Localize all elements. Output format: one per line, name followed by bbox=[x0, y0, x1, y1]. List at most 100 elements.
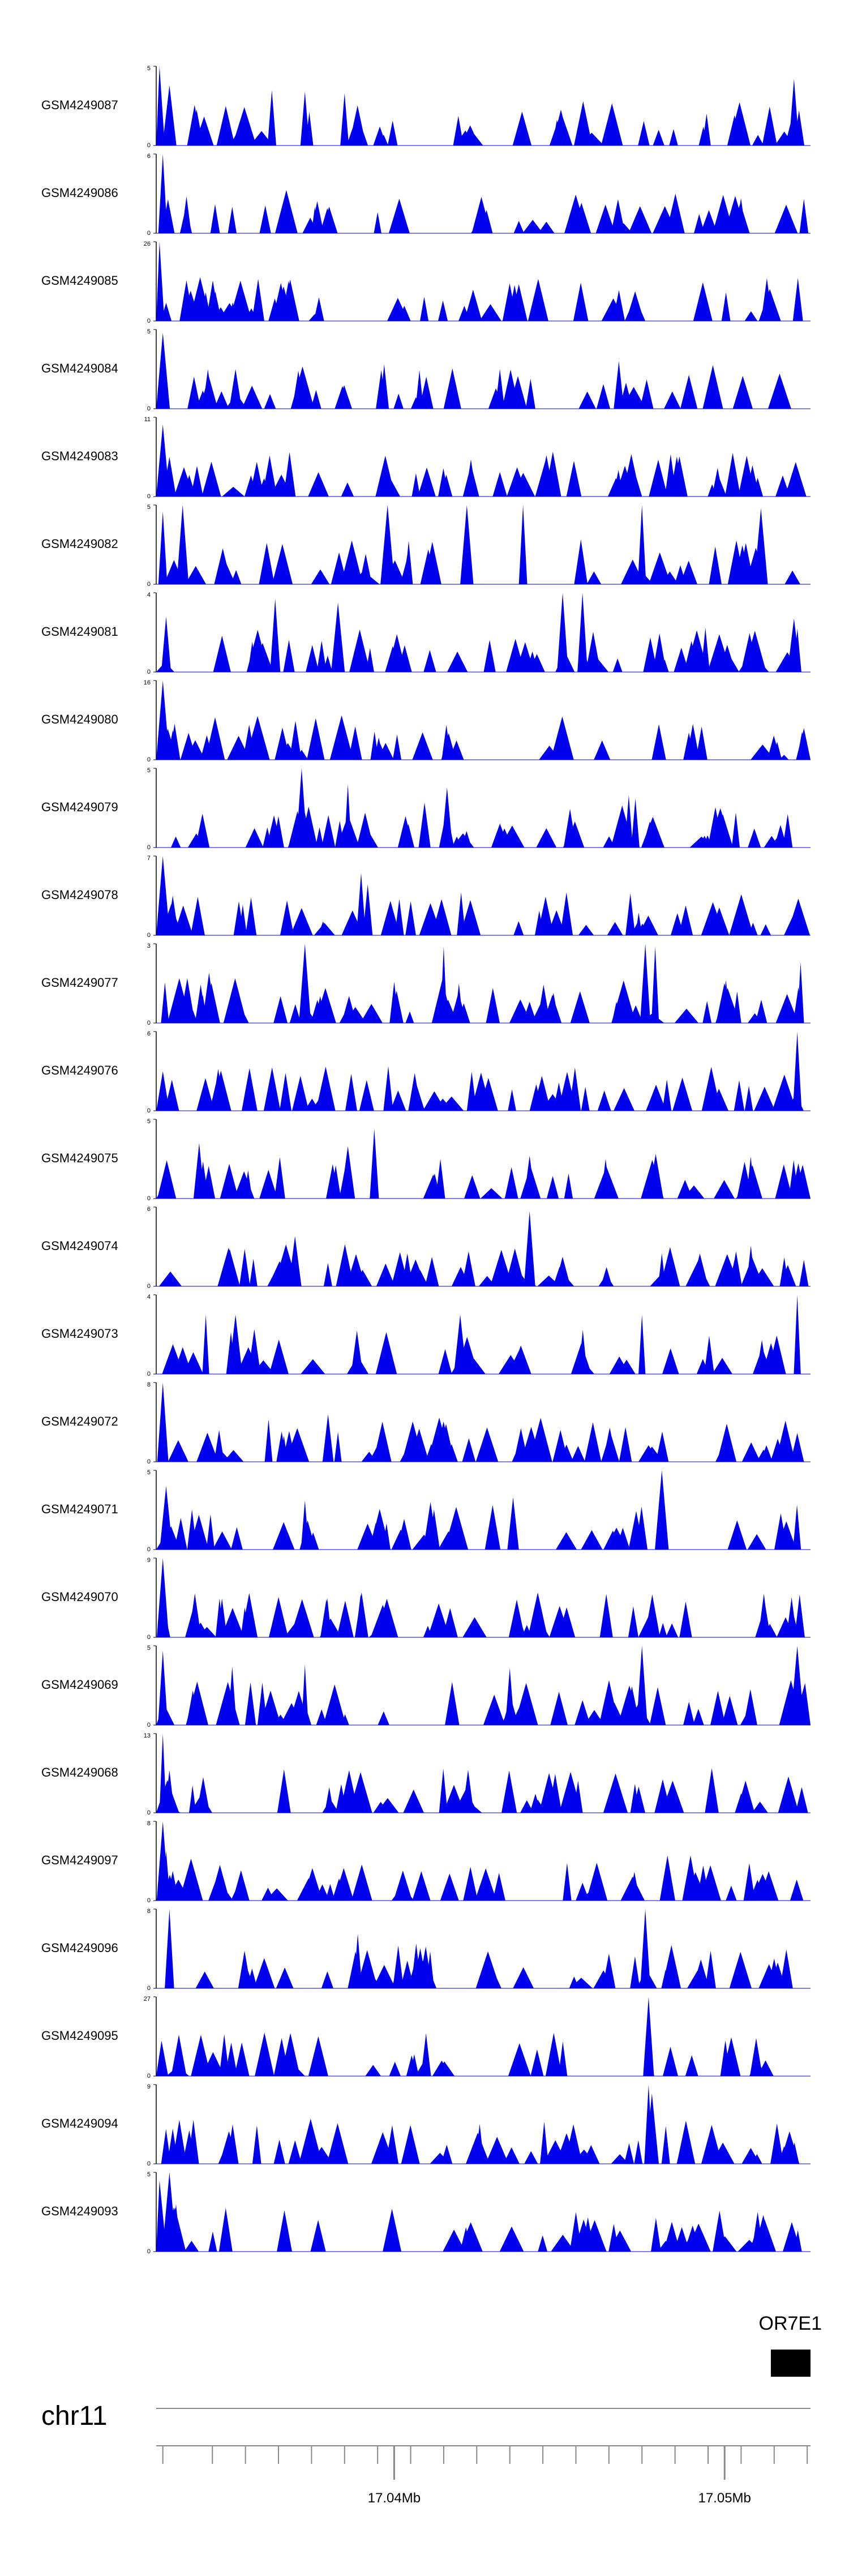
coverage-area bbox=[156, 593, 811, 672]
coverage-area bbox=[156, 1383, 811, 1462]
y-tick-label-min: 0 bbox=[147, 844, 151, 851]
coverage-area bbox=[156, 1128, 811, 1199]
y-tick-label-min: 0 bbox=[147, 1107, 151, 1114]
axis-tick-label: 17.04Mb bbox=[368, 2491, 421, 2506]
y-tick-label-min: 0 bbox=[147, 318, 151, 324]
y-tick-label-max: 4 bbox=[147, 1294, 151, 1300]
y-tick-label-min: 0 bbox=[147, 1722, 151, 1728]
y-tick-label-max: 6 bbox=[147, 1030, 151, 1037]
y-tick-label-max: 11 bbox=[144, 416, 151, 423]
track-label: GSM4249084 bbox=[41, 361, 118, 375]
track-label: GSM4249083 bbox=[41, 449, 118, 463]
track-label: GSM4249097 bbox=[41, 1853, 118, 1867]
track-label: GSM4249068 bbox=[41, 1765, 118, 1779]
y-tick-label-min: 0 bbox=[147, 1458, 151, 1465]
y-tick-label-min: 0 bbox=[147, 2073, 151, 2079]
coverage-area bbox=[156, 154, 811, 233]
track-label: GSM4249077 bbox=[41, 975, 118, 990]
coverage-area bbox=[156, 242, 811, 321]
track-label: GSM4249072 bbox=[41, 1414, 118, 1428]
coverage-area bbox=[156, 66, 811, 146]
gene-label: OR7E1 bbox=[759, 2313, 822, 2334]
track-label: GSM4249070 bbox=[41, 1590, 118, 1604]
track-label: GSM4249093 bbox=[41, 2204, 118, 2218]
y-tick-label-min: 0 bbox=[147, 493, 151, 500]
y-tick-label-max: 9 bbox=[147, 1557, 151, 1564]
coverage-area bbox=[156, 505, 811, 584]
y-tick-label-min: 0 bbox=[147, 581, 151, 588]
y-tick-label-min: 0 bbox=[147, 1371, 151, 1377]
y-tick-label-max: 5 bbox=[147, 767, 151, 774]
gene-block bbox=[770, 2350, 811, 2377]
coverage-area bbox=[156, 1821, 811, 1901]
coverage-area bbox=[156, 1295, 811, 1374]
y-tick-label-min: 0 bbox=[147, 669, 151, 675]
y-tick-label-min: 0 bbox=[147, 2160, 151, 2167]
y-tick-label-max: 6 bbox=[147, 153, 151, 160]
track-label: GSM4249069 bbox=[41, 1678, 118, 1692]
y-tick-label-max: 5 bbox=[147, 504, 151, 511]
coverage-area bbox=[156, 1558, 811, 1637]
y-tick-label-min: 0 bbox=[147, 1985, 151, 1992]
track-label: GSM4249081 bbox=[41, 624, 118, 639]
y-tick-label-max: 26 bbox=[144, 241, 151, 247]
y-tick-label-max: 13 bbox=[144, 1732, 151, 1739]
track-label: GSM4249078 bbox=[41, 888, 118, 902]
coverage-area bbox=[156, 768, 811, 848]
axis-tick-label: 17.05Mb bbox=[698, 2491, 751, 2506]
coverage-area bbox=[156, 1997, 811, 2076]
coverage-area bbox=[156, 856, 811, 935]
coverage-area bbox=[156, 2085, 811, 2164]
track-label: GSM4249076 bbox=[41, 1063, 118, 1077]
coverage-area bbox=[156, 1646, 811, 1725]
coverage-area bbox=[156, 944, 811, 1023]
y-tick-label-min: 0 bbox=[147, 1195, 151, 1202]
coverage-area bbox=[156, 2172, 811, 2252]
track-label: GSM4249096 bbox=[41, 1941, 118, 1955]
y-tick-label-max: 5 bbox=[147, 65, 151, 72]
y-tick-label-max: 8 bbox=[147, 1820, 151, 1827]
y-tick-label-max: 7 bbox=[147, 855, 151, 862]
y-tick-label-min: 0 bbox=[147, 405, 151, 412]
coverage-area bbox=[156, 1211, 811, 1286]
y-tick-label-max: 5 bbox=[147, 1645, 151, 1651]
coverage-area bbox=[156, 424, 811, 497]
track-label: GSM4249074 bbox=[41, 1239, 118, 1253]
coverage-area bbox=[156, 332, 811, 409]
track-label: GSM4249094 bbox=[41, 2116, 118, 2130]
track-label: GSM4249086 bbox=[41, 186, 118, 200]
track-label: GSM4249082 bbox=[41, 537, 118, 551]
y-tick-label-min: 0 bbox=[147, 2248, 151, 2255]
y-tick-label-min: 0 bbox=[147, 1897, 151, 1904]
y-tick-label-max: 6 bbox=[147, 1206, 151, 1213]
track-label: GSM4249079 bbox=[41, 800, 118, 814]
y-tick-label-min: 0 bbox=[147, 1020, 151, 1026]
track-label: GSM4249075 bbox=[41, 1151, 118, 1165]
y-tick-label-max: 5 bbox=[147, 1469, 151, 1476]
y-tick-label-max: 8 bbox=[147, 1381, 151, 1388]
y-tick-label-min: 0 bbox=[147, 756, 151, 763]
y-tick-label-max: 16 bbox=[144, 679, 151, 686]
y-tick-label-min: 0 bbox=[147, 230, 151, 237]
chromosome-label: chr11 bbox=[41, 2401, 108, 2431]
y-tick-label-max: 27 bbox=[144, 1996, 151, 2002]
coverage-area bbox=[156, 681, 811, 760]
coverage-area bbox=[156, 1909, 811, 1988]
coverage-area bbox=[156, 1032, 811, 1111]
y-tick-label-max: 5 bbox=[147, 328, 151, 335]
y-tick-label-min: 0 bbox=[147, 1634, 151, 1641]
track-label: GSM4249071 bbox=[41, 1502, 118, 1516]
y-tick-label-min: 0 bbox=[147, 1809, 151, 1816]
y-tick-label-min: 0 bbox=[147, 1546, 151, 1553]
track-label: GSM4249073 bbox=[41, 1326, 118, 1341]
track-label: GSM4249080 bbox=[41, 712, 118, 726]
track-label: GSM4249085 bbox=[41, 273, 118, 288]
track-label: GSM4249095 bbox=[41, 2029, 118, 2043]
y-tick-label-max: 9 bbox=[147, 2083, 151, 2090]
y-tick-label-max: 5 bbox=[147, 1118, 151, 1125]
y-tick-label-max: 4 bbox=[147, 592, 151, 598]
y-tick-label-max: 8 bbox=[147, 1908, 151, 1915]
y-tick-label-max: 3 bbox=[147, 943, 151, 949]
y-tick-label-min: 0 bbox=[147, 142, 151, 149]
